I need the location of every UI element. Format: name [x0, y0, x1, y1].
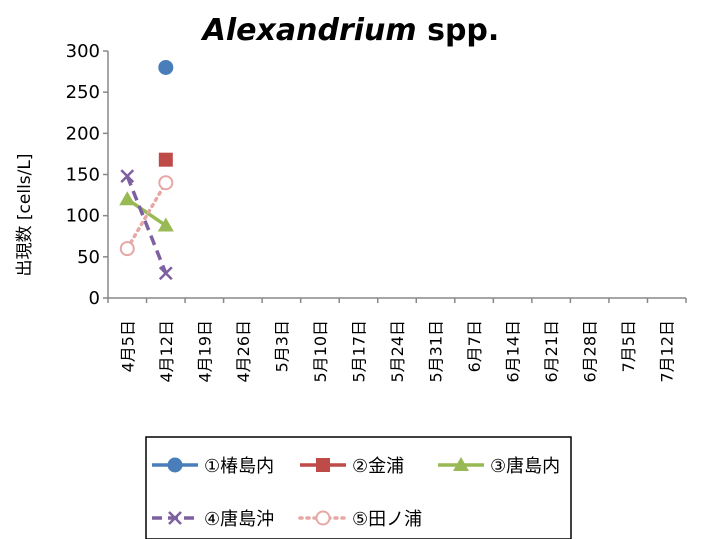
data-point-series-4: [120, 169, 135, 184]
x-tick-label: 5月24日: [388, 320, 407, 383]
legend-label: ⑤田ノ浦: [352, 509, 422, 530]
series-markers: [119, 59, 174, 281]
chart-title-italic: Alexandrium: [201, 13, 417, 48]
y-tick-label: 100: [66, 206, 100, 227]
data-point-series-3: [119, 191, 136, 206]
x-tick-label: 4月19日: [195, 320, 214, 383]
y-tick-label: 300: [66, 41, 100, 62]
y-tick-label: 150: [66, 165, 100, 186]
axes: [107, 51, 686, 299]
series-line-4: [125, 175, 168, 274]
legend-label: ③唐島内: [490, 456, 560, 477]
legend-entry-5: ⑤田ノ浦: [298, 509, 422, 530]
x-tick-label: 5月17日: [349, 320, 368, 383]
legend-entry-2: ②金浦: [300, 456, 404, 477]
legend-swatch-marker: [168, 511, 182, 525]
legend-label: ②金浦: [352, 456, 404, 477]
data-point-series-4: [158, 266, 173, 281]
x-tick-label: 7月12日: [658, 320, 677, 383]
x-tick-label: 6月28日: [581, 320, 600, 383]
legend-swatch-marker: [453, 457, 469, 471]
x-tick-label: 5月10日: [311, 320, 330, 383]
x-tick-label: 4月5日: [118, 320, 137, 372]
y-tick-label: 250: [66, 82, 100, 103]
legend-swatch-marker: [167, 457, 183, 473]
x-tick-label: 6月21日: [542, 320, 561, 383]
x-tick-label: 6月7日: [465, 320, 484, 372]
legend-swatch-marker: [316, 458, 330, 472]
x-ticks: 4月5日 4月12日 4月19日 4月26日 5月3日 5月10日 5月17日 5月24日 5月…: [107, 298, 687, 383]
x-tick-label: 7月5日: [619, 320, 638, 372]
legend-box: [145, 436, 572, 539]
data-point-series-5: [158, 175, 174, 191]
legend-label: ④唐島沖: [204, 509, 274, 530]
x-tick-label: 5月31日: [427, 320, 446, 383]
legend-swatch-marker: [315, 510, 331, 526]
y-axis-label: 出現数 [cells/L]: [15, 154, 35, 277]
data-point-series-3: [157, 217, 174, 232]
y-tick-label: 200: [66, 123, 100, 144]
legend: ①椿島内 ②金浦 ③唐島内 ④唐島沖 ⑤田ノ浦: [145, 436, 572, 539]
data-point-series-1: [158, 59, 174, 75]
x-tick-label: 5月3日: [272, 320, 291, 372]
y-ticks: 300 250 200 150 100 50 0: [66, 41, 108, 309]
legend-entry-4: ④唐島沖: [152, 509, 274, 530]
series-lines: [125, 175, 168, 274]
chart-title-rest: spp.: [417, 13, 500, 48]
x-tick-label: 4月12日: [157, 320, 176, 383]
legend-entry-3: ③唐島内: [438, 456, 560, 477]
data-point-series-5: [119, 241, 135, 257]
data-point-series-2: [158, 152, 173, 167]
x-tick-label: 4月26日: [234, 320, 253, 383]
chart-title: Alexandrium spp.: [201, 13, 500, 48]
legend-entry-1: ①椿島内: [152, 456, 274, 477]
series-line-5: [125, 180, 168, 251]
x-tick-label: 6月14日: [504, 320, 523, 383]
y-tick-label: 0: [89, 288, 100, 309]
legend-label: ①椿島内: [204, 456, 274, 477]
y-tick-label: 50: [77, 247, 100, 268]
